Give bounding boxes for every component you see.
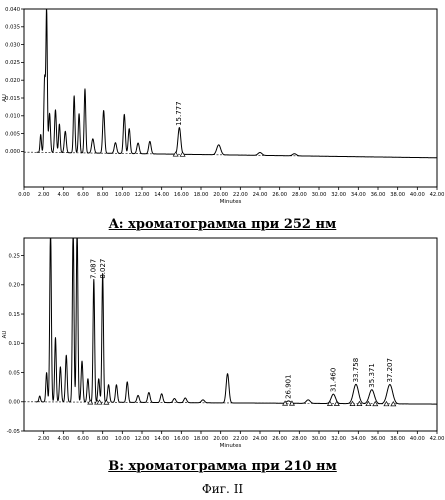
x-tick-label: 34.00: [351, 436, 366, 442]
x-tick-label: 16.00: [174, 436, 189, 442]
x-tick-label: 20.00: [213, 436, 228, 442]
x-tick-label: 42.00: [430, 436, 445, 442]
peak-retention-label: 37.207: [386, 358, 394, 383]
x-tick-label: 18.00: [194, 436, 209, 442]
chromatogram-b: -0.05 0.00 0.05 0.10 0.15 0.20 0.25 2.00 4.00 6.0…: [2, 238, 444, 449]
x-tick-label: 22.00: [233, 436, 248, 442]
x-tick-label: 34.00: [351, 192, 366, 198]
x-tick-label: 18.00: [194, 192, 209, 198]
x-axis-title: Minutes: [220, 199, 242, 205]
chromatogram-a: 0.0000.0050.0100.0150.0200.0250.0300.035…: [2, 7, 444, 205]
x-tick-label: 10.00: [115, 192, 130, 198]
y-tick-label: 0.00: [8, 400, 20, 406]
y-tick-label: 0.020: [5, 78, 20, 84]
x-tick-label: 22.00: [233, 192, 248, 198]
y-axis-title: AU: [2, 331, 8, 339]
x-tick-label: 2.00: [38, 436, 50, 442]
x-tick-label: 38.00: [390, 436, 405, 442]
chromatogram-trace: [37, 9, 437, 158]
y-tick-label: -0.05: [7, 429, 20, 435]
y-tick-label: 0.20: [8, 283, 20, 289]
x-tick-label: 0.00: [18, 192, 30, 198]
x-axis-title: Minutes: [220, 443, 242, 449]
peak-retention-label: 15.777: [175, 101, 183, 126]
x-tick-label: 36.00: [371, 436, 386, 442]
caption-b: B: хроматограмма при 210 нм: [0, 459, 445, 474]
x-tick-label: 40.00: [410, 192, 425, 198]
x-tick-label: 4.00: [58, 192, 70, 198]
caption-a: A: хроматограмма при 252 нм: [0, 217, 445, 232]
x-tick-label: 24.00: [253, 192, 268, 198]
peak-retention-label: 26.901: [285, 374, 293, 399]
x-tick-label: 14.00: [154, 436, 169, 442]
x-tick-label: 28.00: [292, 192, 307, 198]
x-tick-label: 30.00: [312, 436, 327, 442]
x-tick-label: 36.00: [371, 192, 386, 198]
x-tick-label: 24.00: [253, 436, 268, 442]
x-tick-label: 28.00: [292, 436, 307, 442]
x-tick-label: 32.00: [331, 192, 346, 198]
y-tick-label: 0.15: [8, 312, 20, 318]
y-tick-label: 0.035: [5, 25, 20, 31]
peak-retention-label: 33.758: [352, 358, 360, 383]
x-tick-label: 10.00: [115, 436, 130, 442]
y-tick-label: 0.025: [5, 60, 20, 66]
y-tick-label: 0.10: [8, 341, 20, 347]
x-tick-label: 8.00: [97, 436, 109, 442]
x-tick-label: 2.00: [38, 192, 50, 198]
x-tick-label: 8.00: [97, 192, 109, 198]
x-tick-label: 6.00: [77, 436, 89, 442]
x-tick-label: 16.00: [174, 192, 189, 198]
plot-frame: [24, 9, 437, 187]
x-tick-label: 32.00: [331, 436, 346, 442]
peak-retention-label: 8.027: [99, 259, 107, 279]
peak-retention-label: 35.371: [368, 363, 376, 388]
y-tick-label: 0.000: [5, 149, 20, 155]
peak-retention-label: 7.087: [90, 259, 98, 279]
x-tick-label: 12.00: [135, 436, 150, 442]
x-tick-label: 12.00: [135, 192, 150, 198]
y-tick-label: 0.030: [5, 42, 20, 48]
x-tick-label: 42.00: [430, 192, 445, 198]
y-tick-label: 0.005: [5, 131, 20, 137]
x-tick-label: 30.00: [312, 192, 327, 198]
peak-retention-label: 31.460: [329, 368, 337, 393]
x-tick-label: 26.00: [272, 192, 287, 198]
x-tick-label: 40.00: [410, 436, 425, 442]
x-tick-label: 20.00: [213, 192, 228, 198]
y-tick-label: 0.040: [5, 7, 20, 13]
x-tick-label: 4.00: [58, 436, 70, 442]
x-tick-label: 6.00: [77, 192, 89, 198]
x-tick-label: 14.00: [154, 192, 169, 198]
x-tick-label: 26.00: [272, 436, 287, 442]
y-axis-title: AU: [2, 94, 8, 102]
y-tick-label: 0.010: [5, 114, 20, 120]
y-tick-label: 0.25: [8, 253, 20, 259]
x-tick-label: 38.00: [390, 192, 405, 198]
y-tick-label: 0.05: [8, 370, 20, 376]
figure-label: Фиг. II: [0, 482, 445, 496]
